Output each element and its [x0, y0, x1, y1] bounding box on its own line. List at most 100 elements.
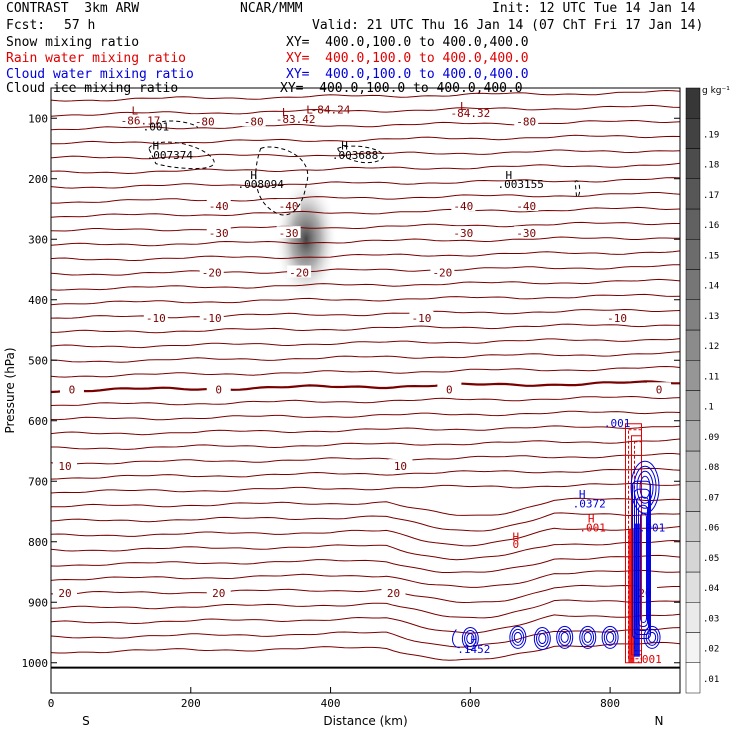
- contour-label-bg: [409, 310, 434, 323]
- y-tick-label: 600: [28, 415, 48, 428]
- contour-label-bg: [514, 114, 539, 127]
- y-tick-label: 100: [28, 112, 48, 125]
- contour-label-bg: [59, 382, 84, 395]
- extremum-annotation: H: [153, 140, 160, 153]
- contour-label-bg: [388, 459, 413, 472]
- colorbar-tick-label: .17: [703, 191, 719, 201]
- cloud-water-contour: [509, 625, 527, 649]
- organization-label: NCAR/MMM: [240, 1, 303, 16]
- extremum-annotation: H: [505, 169, 512, 182]
- temperature-contour-line: [51, 425, 680, 436]
- temperature-contour-line: [51, 250, 680, 262]
- colorbar-bin: [685, 87, 701, 119]
- contour-label-bg: [605, 310, 630, 323]
- colorbar-tick-label: .12: [703, 342, 719, 352]
- cloud-ice-contour: [574, 180, 581, 198]
- colorbar-bin: [685, 239, 701, 270]
- temperature-contour-line: [51, 119, 680, 131]
- contour-label-bg: [514, 226, 539, 239]
- temperature-contour-line: [51, 236, 680, 247]
- temperature-contour-line: [51, 438, 680, 450]
- temperature-contour-line: [51, 512, 680, 532]
- extremum-annotation: -84.24: [311, 103, 351, 116]
- extremum-annotation: .003688: [332, 149, 378, 162]
- temperature-contour-line: [51, 641, 680, 661]
- cloud-water-contour: [511, 628, 525, 646]
- extremum-annotation: H: [579, 488, 586, 501]
- cloud-water-contour: [558, 628, 571, 646]
- contour-label-bg: [52, 586, 77, 599]
- temperature-contour-label: 0: [656, 383, 663, 396]
- cloud-water-contour: [533, 627, 551, 651]
- y-tick-label: 800: [28, 536, 48, 549]
- cloud-water-contour: [461, 627, 479, 651]
- cloud-water-contour: [631, 480, 651, 640]
- colorbar-tick-label: .16: [703, 221, 719, 231]
- contour-label-bg: [199, 310, 224, 323]
- y-tick-label: 500: [28, 354, 48, 367]
- cloud-water-contour: [633, 465, 657, 509]
- contour-label-bg: [206, 586, 231, 599]
- cloud-water-contour: [560, 631, 569, 643]
- cloud-water-contour: [643, 625, 661, 649]
- colorbar-bin: [685, 148, 701, 179]
- cloud-water-contour: [513, 631, 522, 643]
- cloud-water-contour: [647, 631, 657, 643]
- temperature-contour-line: [51, 206, 680, 218]
- chart-title: CONTRAST 3km ARW: [6, 1, 140, 16]
- colorbar-tick-label: .02: [703, 645, 719, 655]
- field-xy-cloud-water: XY= 400.0,100.0 to 400.0,400.0: [286, 67, 529, 82]
- cloud-ice-contour: [155, 120, 199, 128]
- extremum-annotation: -86.17: [121, 114, 161, 127]
- temperature-contour-label: -80: [195, 115, 215, 128]
- contour-label-bg: [276, 226, 301, 239]
- colorbar-bin: [685, 662, 701, 694]
- y-tick-label: 700: [28, 475, 48, 488]
- y-tick-label: 1000: [22, 657, 49, 670]
- temperature-contour-line: [51, 467, 680, 480]
- temperature-contour-line: [51, 613, 680, 634]
- extremum-annotation: .007374: [147, 149, 194, 162]
- colorbar-tick-label: .03: [703, 614, 719, 624]
- temperature-contour-label: 0: [446, 383, 453, 396]
- cloud-water-contour: [464, 630, 477, 648]
- temperature-contour-line: [51, 293, 680, 306]
- contour-label-bg: [647, 382, 672, 395]
- temperature-contour-line: [51, 554, 680, 573]
- temperature-contour-label: -40: [453, 200, 473, 213]
- temperature-contour-line: [51, 338, 680, 349]
- cloud-water-contour: [606, 631, 615, 643]
- extremum-annotation: 0: [512, 538, 519, 551]
- field-name-rain: Rain water mixing ratio: [6, 51, 187, 66]
- extremum-annotation: .008094: [237, 178, 284, 191]
- colorbar-unit-label: g kg⁻¹: [702, 86, 730, 96]
- colorbar-tick-label: .19: [703, 130, 719, 140]
- extremum-annotation: H: [588, 512, 595, 525]
- cloud-water-contour: [536, 630, 549, 648]
- cloud-ice-contour: [255, 146, 309, 216]
- temperature-contour-label: -20: [289, 267, 309, 280]
- colorbar-bin: [685, 269, 701, 300]
- temperature-contour-line: [51, 627, 680, 648]
- contour-label-bg: [381, 586, 406, 599]
- colorbar-bin: [685, 178, 701, 210]
- temperature-contour-label: -10: [146, 312, 166, 325]
- colorbar-bin: [685, 360, 701, 391]
- contour-label-bg: [287, 265, 312, 278]
- contour-label-bg: [241, 114, 266, 127]
- cloud-water-contour: [601, 625, 619, 649]
- temperature-contour-line: [51, 134, 680, 145]
- y-tick-label: 300: [28, 233, 48, 246]
- colorbar-bin: [685, 390, 701, 421]
- temperature-contour-line: [51, 526, 680, 547]
- colorbar-bin: [685, 329, 701, 361]
- temperature-contour-line: [51, 539, 680, 561]
- cloud-ice-contour: [148, 141, 215, 170]
- contour-label-bg: [430, 265, 455, 278]
- temperature-contour-line: [51, 149, 680, 160]
- temperature-contour-label: -40: [279, 200, 299, 213]
- temperature-contour-line: [51, 177, 680, 189]
- colorbar-tick-label: .1: [703, 403, 714, 413]
- rain-water-core: [628, 529, 635, 663]
